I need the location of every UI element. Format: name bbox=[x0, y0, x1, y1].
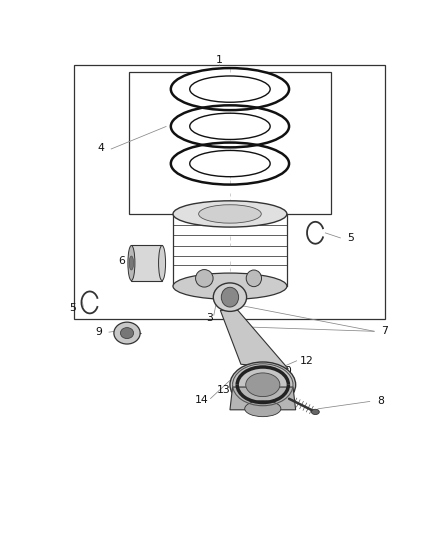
Ellipse shape bbox=[221, 287, 239, 307]
Ellipse shape bbox=[120, 328, 134, 338]
Ellipse shape bbox=[246, 270, 261, 287]
Ellipse shape bbox=[173, 273, 287, 300]
Text: 11: 11 bbox=[259, 376, 273, 386]
Ellipse shape bbox=[114, 322, 140, 344]
Ellipse shape bbox=[190, 113, 270, 140]
Ellipse shape bbox=[246, 373, 280, 397]
Ellipse shape bbox=[173, 201, 287, 227]
Text: 3: 3 bbox=[206, 313, 213, 323]
Polygon shape bbox=[220, 310, 288, 369]
Ellipse shape bbox=[171, 106, 289, 147]
Text: 4: 4 bbox=[97, 143, 104, 154]
Text: 5: 5 bbox=[347, 233, 354, 243]
Text: 7: 7 bbox=[381, 326, 388, 336]
Ellipse shape bbox=[190, 76, 270, 102]
Text: 13: 13 bbox=[216, 385, 230, 395]
Ellipse shape bbox=[129, 256, 134, 270]
Text: 10: 10 bbox=[279, 366, 293, 376]
Text: 9: 9 bbox=[95, 327, 102, 337]
Polygon shape bbox=[131, 246, 162, 280]
Ellipse shape bbox=[311, 409, 319, 415]
Ellipse shape bbox=[171, 142, 289, 184]
Ellipse shape bbox=[245, 401, 281, 417]
Text: 12: 12 bbox=[300, 356, 314, 366]
Ellipse shape bbox=[230, 362, 296, 408]
Ellipse shape bbox=[159, 246, 166, 280]
Ellipse shape bbox=[213, 283, 247, 311]
Polygon shape bbox=[230, 387, 296, 410]
Text: 5: 5 bbox=[69, 303, 76, 313]
Ellipse shape bbox=[171, 68, 289, 110]
Text: 1: 1 bbox=[215, 55, 223, 65]
Ellipse shape bbox=[128, 246, 135, 280]
Ellipse shape bbox=[199, 205, 261, 223]
Ellipse shape bbox=[195, 270, 213, 287]
Ellipse shape bbox=[190, 150, 270, 177]
Text: 6: 6 bbox=[118, 256, 125, 266]
Text: 14: 14 bbox=[194, 395, 208, 405]
Text: 8: 8 bbox=[378, 397, 385, 406]
